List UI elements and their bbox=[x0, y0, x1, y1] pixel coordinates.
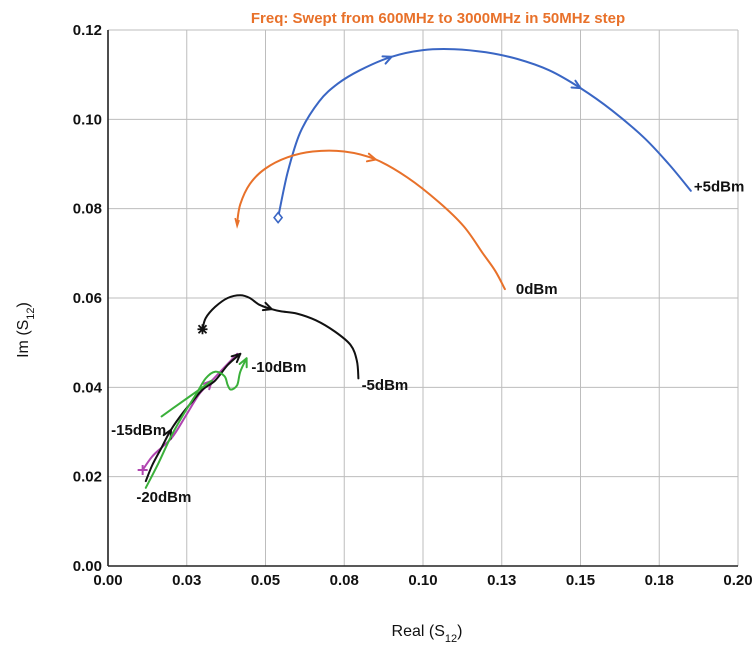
series--20dBm: -20dBm bbox=[136, 357, 248, 506]
direction-arrow bbox=[381, 55, 393, 65]
series-label: -15dBm bbox=[111, 422, 166, 439]
series-label: -10dBm bbox=[251, 359, 306, 376]
series-layer: +5dBm 0dBm -5dBm -10dBm -15dBm -20dBm bbox=[111, 47, 744, 506]
y-tick-label: 0.02 bbox=[73, 469, 102, 486]
series-line bbox=[141, 352, 239, 471]
direction-arrow bbox=[238, 357, 248, 369]
y-tick-label: 0.00 bbox=[73, 558, 102, 575]
x-tick-label: 0.18 bbox=[645, 572, 674, 589]
series-0dBm: 0dBm bbox=[234, 149, 558, 298]
direction-arrow bbox=[261, 301, 273, 312]
x-tick-label: 0.03 bbox=[172, 572, 201, 589]
direction-arrow bbox=[230, 352, 242, 364]
x-tick-label: 0.20 bbox=[723, 572, 752, 589]
x-tick-label: 0.15 bbox=[566, 572, 595, 589]
series-line-secondary bbox=[160, 379, 213, 418]
series-label: -5dBm bbox=[362, 377, 409, 394]
grid bbox=[108, 29, 739, 566]
start-marker bbox=[197, 324, 208, 335]
y-tick-label: 0.12 bbox=[73, 22, 102, 39]
start-marker bbox=[137, 464, 148, 475]
series--5dBm: -5dBm bbox=[197, 294, 409, 394]
y-tick-label: 0.08 bbox=[73, 201, 102, 218]
direction-arrow bbox=[365, 152, 377, 163]
series-label: 0dBm bbox=[516, 281, 558, 298]
x-axis-label: Real (S12) bbox=[392, 623, 463, 645]
series-line bbox=[236, 149, 506, 291]
series-+5dBm: +5dBm bbox=[273, 47, 744, 224]
start-marker bbox=[273, 211, 284, 224]
series-line bbox=[144, 357, 248, 489]
x-tick-label: 0.13 bbox=[487, 572, 516, 589]
x-tick-label: 0.10 bbox=[408, 572, 437, 589]
axes: 0.00 0.03 0.05 0.08 0.10 0.13 0.15 0.18 0.20 0.00… bbox=[73, 22, 753, 589]
direction-arrow bbox=[570, 79, 582, 90]
series-label: -20dBm bbox=[136, 489, 191, 506]
x-tick-label: 0.00 bbox=[93, 572, 122, 589]
x-tick-label: 0.05 bbox=[251, 572, 280, 589]
start-marker bbox=[234, 217, 240, 229]
series-line bbox=[277, 47, 692, 219]
chart-title: Freq: Swept from 600MHz to 3000MHz in 50… bbox=[251, 10, 625, 27]
y-tick-label: 0.10 bbox=[73, 111, 102, 128]
y-tick-label: 0.06 bbox=[73, 290, 102, 307]
y-tick-label: 0.04 bbox=[73, 379, 103, 396]
x-tick-label: 0.08 bbox=[330, 572, 359, 589]
series-label: +5dBm bbox=[694, 178, 744, 195]
